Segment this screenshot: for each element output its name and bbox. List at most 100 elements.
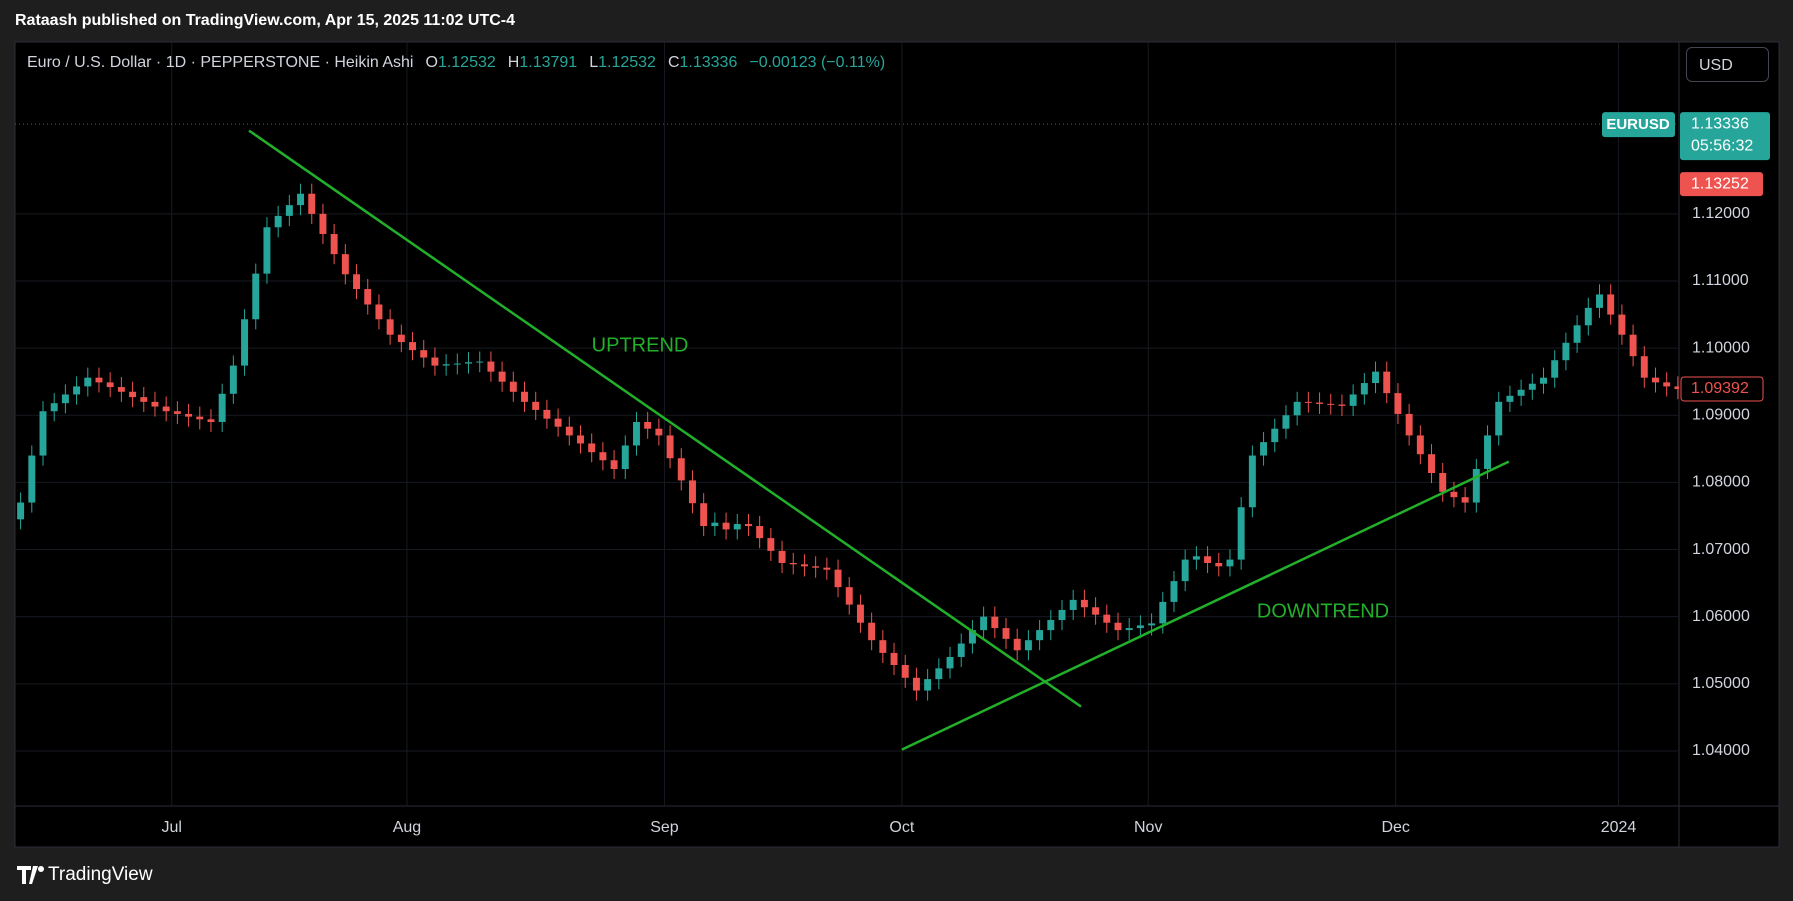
candle-body bbox=[1416, 435, 1424, 455]
candle-body bbox=[341, 254, 349, 275]
candle-body bbox=[50, 403, 58, 412]
candle-body bbox=[1607, 294, 1615, 315]
candle-body bbox=[543, 409, 551, 419]
ohlc-value: 1.12532 bbox=[437, 54, 496, 71]
candle-body bbox=[879, 640, 887, 653]
chart-title: Euro / U.S. Dollar · 1D · PEPPERSTONE · … bbox=[27, 54, 414, 71]
x-tick-label: Sep bbox=[650, 819, 679, 836]
candle-body bbox=[711, 522, 719, 527]
candle-body bbox=[1484, 435, 1491, 469]
candle-body bbox=[980, 616, 988, 631]
candle-body bbox=[800, 564, 808, 567]
candle-body bbox=[28, 455, 36, 503]
x-tick-label: 2024 bbox=[1601, 819, 1637, 836]
candle-body bbox=[420, 350, 428, 358]
candle-body bbox=[498, 371, 506, 382]
candle-body bbox=[375, 304, 383, 320]
candle-body bbox=[968, 630, 976, 644]
candle-body bbox=[1058, 609, 1066, 621]
last-price-badge bbox=[1680, 112, 1770, 161]
candle-body bbox=[1674, 386, 1679, 390]
candle-body bbox=[1528, 383, 1536, 390]
brand-logo-dot bbox=[38, 866, 44, 872]
legend-header: Euro / U.S. Dollar · 1D · PEPPERSTONE · … bbox=[27, 54, 897, 72]
candle-body bbox=[767, 538, 775, 551]
candle-body bbox=[1248, 455, 1256, 508]
y-tick-label: 1.08000 bbox=[1692, 474, 1750, 491]
candle-body bbox=[1148, 623, 1156, 626]
candle-body bbox=[431, 357, 439, 366]
candle-body bbox=[834, 569, 842, 588]
candle-body bbox=[39, 411, 47, 456]
ohlc-value: 1.13336 bbox=[679, 54, 738, 71]
candle-body bbox=[812, 566, 820, 568]
candle-body bbox=[1663, 382, 1671, 387]
candle-body bbox=[218, 393, 226, 422]
candle-body bbox=[733, 524, 741, 530]
candle-body bbox=[565, 426, 573, 436]
candle-body bbox=[1394, 393, 1402, 414]
publisher-line: Rataash published on TradingView.com, Ap… bbox=[15, 12, 516, 29]
candle-body bbox=[1013, 638, 1021, 651]
trendline bbox=[901, 460, 1510, 751]
candle-body bbox=[162, 406, 170, 412]
currency-button[interactable]: USD bbox=[1686, 47, 1769, 82]
chart-frame bbox=[14, 41, 1780, 848]
candle-body bbox=[633, 421, 640, 446]
candle-body bbox=[1338, 404, 1346, 406]
ohlc-value: 1.12532 bbox=[598, 54, 656, 71]
y-tick-label: 1.11000 bbox=[1692, 272, 1749, 289]
candle-body bbox=[1047, 620, 1055, 631]
candle-body bbox=[778, 550, 786, 563]
candle-body bbox=[61, 394, 69, 404]
bid-label: 1.13252 bbox=[1691, 175, 1749, 192]
close-badge bbox=[1680, 376, 1764, 402]
candle-body bbox=[1640, 356, 1648, 378]
candle-body bbox=[666, 435, 674, 459]
candle-body bbox=[1360, 383, 1368, 395]
candle-body bbox=[308, 193, 316, 214]
candle-body bbox=[151, 401, 159, 407]
candle-body bbox=[330, 234, 338, 255]
candle-body bbox=[409, 342, 416, 351]
candle-body bbox=[1024, 640, 1032, 651]
candle-body bbox=[521, 391, 528, 402]
annotation: DOWNTREND bbox=[1257, 600, 1389, 622]
candle-body bbox=[655, 428, 663, 436]
candle-body bbox=[1159, 601, 1167, 624]
candle-body bbox=[1181, 559, 1189, 582]
candle-body bbox=[1069, 599, 1077, 610]
candle-body bbox=[688, 480, 696, 504]
candle-body bbox=[453, 363, 461, 365]
candle-body bbox=[1316, 402, 1324, 404]
ohlc-label: H bbox=[507, 54, 520, 71]
candle-body bbox=[1450, 491, 1458, 498]
candle-body bbox=[610, 460, 618, 469]
brand-logo bbox=[17, 866, 38, 884]
x-tick-label: Jul bbox=[162, 819, 182, 836]
axes: 1.04000 1.05000 1.06000 1.07000 1.08000 1.090… bbox=[162, 112, 1770, 836]
candle-body bbox=[554, 418, 562, 427]
candle-body bbox=[263, 227, 271, 274]
candle-body bbox=[1293, 401, 1301, 416]
candle-body bbox=[1383, 371, 1391, 394]
candle-body bbox=[1092, 607, 1100, 615]
candle-body bbox=[1304, 401, 1312, 403]
candle-body bbox=[95, 377, 103, 383]
countdown-label: 05:56:32 bbox=[1691, 137, 1753, 154]
candle-body bbox=[577, 435, 584, 444]
candle-body bbox=[196, 416, 204, 420]
candle-body bbox=[588, 443, 596, 453]
candle-body bbox=[185, 413, 193, 417]
candle-body bbox=[1540, 377, 1547, 384]
candle-body bbox=[1372, 371, 1380, 384]
candle-body bbox=[129, 391, 137, 398]
candle-body bbox=[1629, 334, 1637, 357]
candle-body bbox=[1349, 394, 1357, 406]
candle-body bbox=[1282, 415, 1290, 429]
candle-body bbox=[319, 213, 327, 235]
candle-body bbox=[252, 273, 260, 320]
candle-body bbox=[700, 503, 708, 527]
candle-body bbox=[274, 215, 282, 228]
